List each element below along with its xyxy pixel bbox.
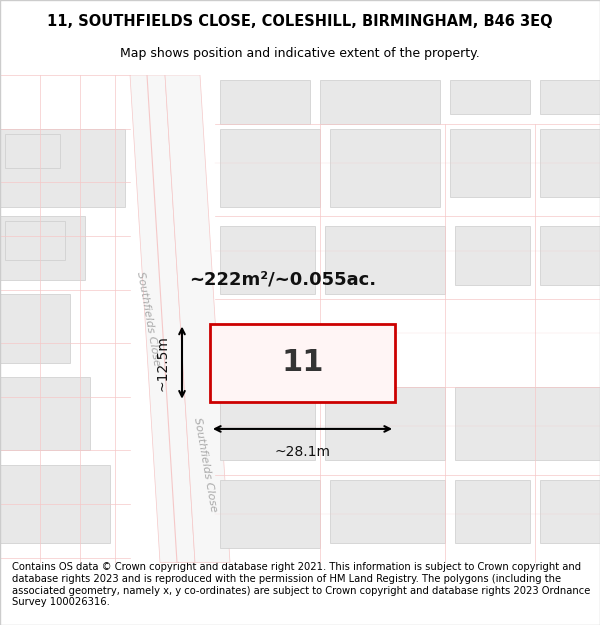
Text: 11: 11: [281, 348, 324, 377]
Bar: [455, 387, 600, 460]
Polygon shape: [165, 75, 230, 562]
Bar: [540, 479, 600, 543]
Bar: [220, 80, 310, 124]
Bar: [220, 226, 315, 294]
Bar: [540, 226, 600, 284]
Text: Contains OS data © Crown copyright and database right 2021. This information is : Contains OS data © Crown copyright and d…: [12, 562, 590, 608]
Text: ~222m²/~0.055ac.: ~222m²/~0.055ac.: [189, 271, 376, 289]
Bar: [220, 129, 320, 207]
Bar: [455, 226, 530, 284]
Text: Map shows position and indicative extent of the property.: Map shows position and indicative extent…: [120, 48, 480, 61]
Text: Southfields Close: Southfields Close: [135, 271, 161, 367]
Bar: [0, 465, 110, 543]
Bar: [455, 479, 530, 543]
Bar: [450, 129, 530, 197]
Polygon shape: [130, 75, 195, 562]
Bar: [0, 294, 70, 362]
Bar: [330, 129, 440, 207]
Bar: [540, 80, 600, 114]
Bar: [220, 387, 315, 460]
Bar: [330, 479, 445, 543]
Bar: [5, 221, 65, 260]
Bar: [320, 80, 440, 124]
Bar: [220, 479, 320, 548]
Bar: [325, 387, 445, 460]
Bar: [0, 129, 125, 207]
Bar: [450, 80, 530, 114]
Bar: [5, 134, 60, 168]
Bar: [0, 378, 90, 451]
Bar: [210, 324, 395, 402]
Bar: [325, 226, 445, 294]
Text: ~12.5m: ~12.5m: [156, 335, 170, 391]
Text: Southfields Close: Southfields Close: [192, 417, 218, 513]
Bar: [540, 129, 600, 197]
Bar: [0, 216, 85, 280]
Text: 11, SOUTHFIELDS CLOSE, COLESHILL, BIRMINGHAM, B46 3EQ: 11, SOUTHFIELDS CLOSE, COLESHILL, BIRMIN…: [47, 14, 553, 29]
Text: ~28.1m: ~28.1m: [275, 444, 331, 459]
